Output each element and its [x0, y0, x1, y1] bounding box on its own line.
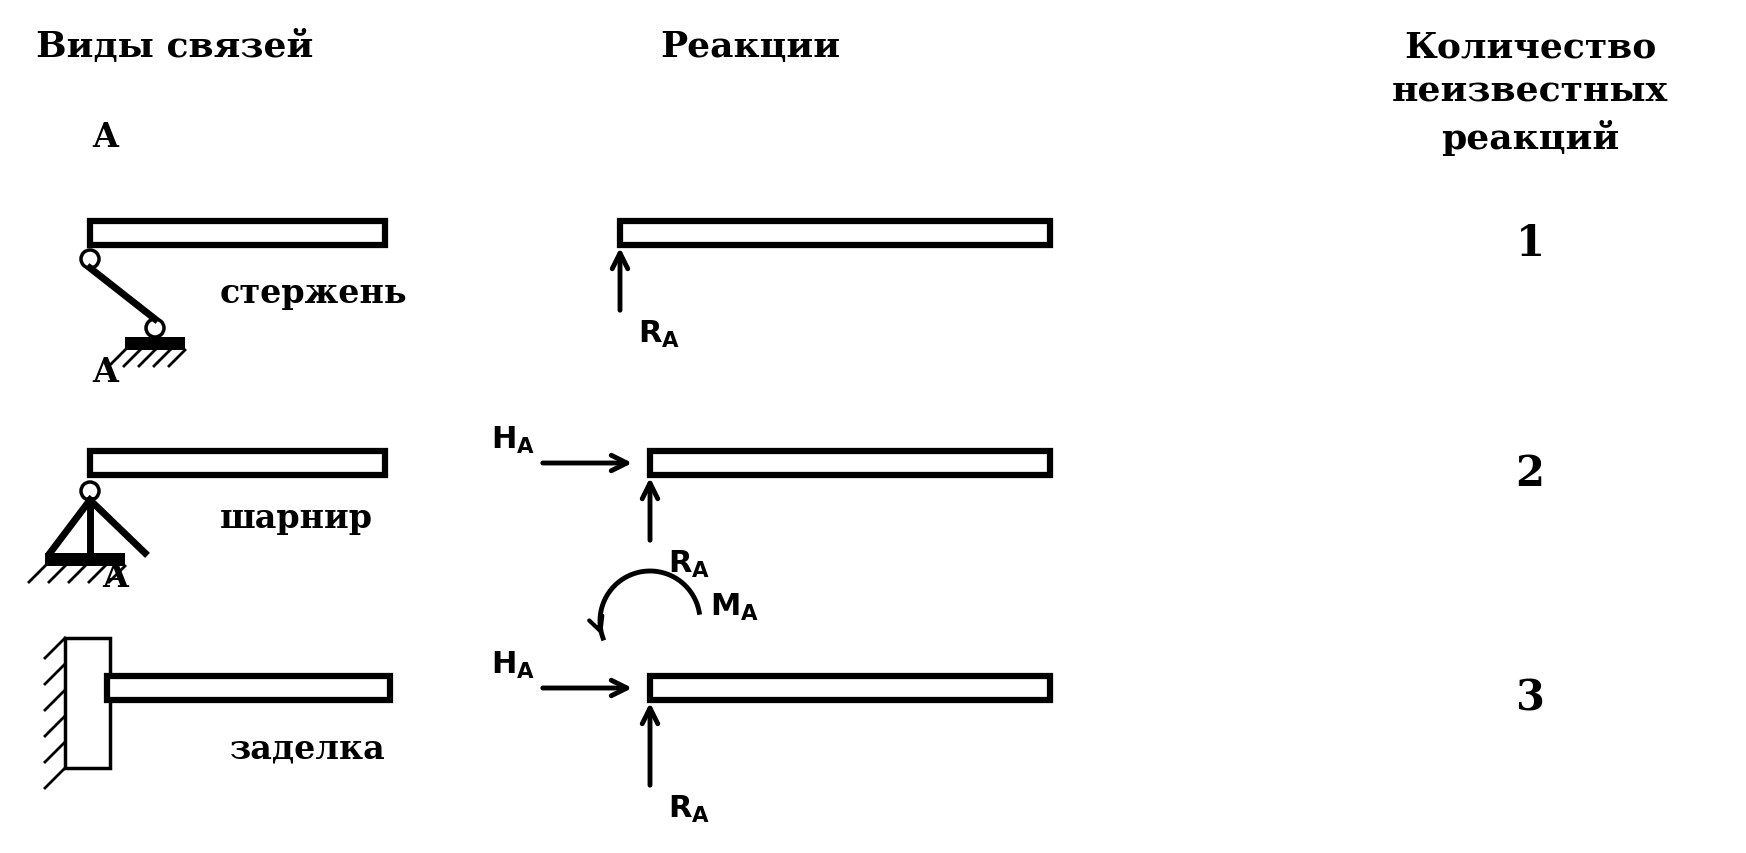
Bar — [45, 554, 126, 566]
Text: заделка: заделка — [230, 732, 386, 764]
Text: Виды связей: Виды связей — [37, 30, 314, 64]
Bar — [107, 676, 389, 700]
Text: A: A — [93, 121, 119, 154]
Bar — [91, 222, 386, 246]
Text: $\mathbf{H}_\mathbf{A}$: $\mathbf{H}_\mathbf{A}$ — [491, 649, 534, 680]
Text: A: A — [101, 560, 127, 594]
Bar — [65, 638, 110, 768]
Text: $\mathbf{R}_\mathbf{A}$: $\mathbf{R}_\mathbf{A}$ — [669, 548, 711, 579]
Text: $\mathbf{R}_\mathbf{A}$: $\mathbf{R}_\mathbf{A}$ — [637, 319, 681, 350]
Bar — [650, 451, 1049, 475]
Bar — [126, 338, 185, 351]
Text: 1: 1 — [1516, 223, 1545, 264]
Text: A: A — [93, 356, 119, 389]
Text: 2: 2 — [1516, 452, 1545, 495]
Text: шарнир: шарнир — [220, 502, 374, 535]
Text: Реакции: Реакции — [660, 30, 840, 64]
Bar — [620, 222, 1049, 246]
Text: $\mathbf{R}_\mathbf{A}$: $\mathbf{R}_\mathbf{A}$ — [669, 793, 711, 824]
Text: $\mathbf{H}_\mathbf{A}$: $\mathbf{H}_\mathbf{A}$ — [491, 425, 534, 456]
Text: $\mathbf{M}_\mathbf{A}$: $\mathbf{M}_\mathbf{A}$ — [711, 591, 760, 622]
Text: 3: 3 — [1516, 677, 1545, 719]
Bar — [91, 451, 386, 475]
Bar — [650, 676, 1049, 700]
Text: стержень: стержень — [220, 277, 407, 310]
Text: Количество
неизвестных
реакций: Количество неизвестных реакций — [1392, 30, 1667, 156]
